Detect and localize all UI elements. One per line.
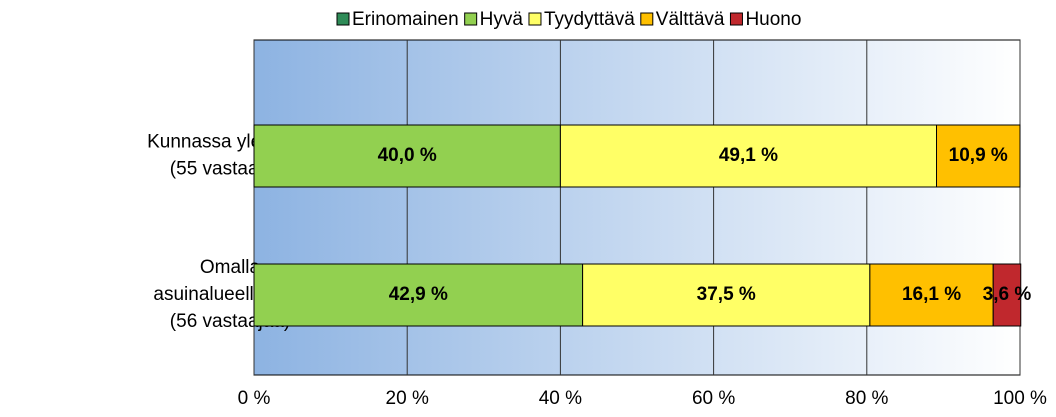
- x-tick-label: 100 %: [993, 388, 1047, 409]
- value-label: 16,1 %: [902, 284, 961, 305]
- x-tick-label: 80 %: [845, 388, 888, 409]
- value-label: 37,5 %: [697, 284, 756, 305]
- value-label: 42,9 %: [389, 284, 448, 305]
- bar-segment: [936, 124, 1021, 188]
- x-tick-label: 40 %: [539, 388, 582, 409]
- legend-label: Tyydyttävä: [544, 9, 635, 30]
- value-label: 40,0 %: [378, 145, 437, 166]
- legend-swatch: [336, 12, 350, 26]
- label-line: Omalla: [200, 257, 261, 278]
- x-tick-label: 60 %: [692, 388, 735, 409]
- bar-segment: [869, 263, 994, 327]
- value-label: 10,9 %: [949, 145, 1008, 166]
- bar-segment: [992, 263, 1022, 327]
- bar-segment: [582, 263, 871, 327]
- legend-swatch: [729, 12, 743, 26]
- value-label: 49,1 %: [719, 145, 778, 166]
- legend-swatch: [464, 12, 478, 26]
- legend-label: Huono: [745, 9, 801, 30]
- bar-segment: [253, 263, 584, 327]
- legend-label: Erinomainen: [352, 9, 459, 30]
- bar-segment: [253, 124, 561, 188]
- legend-swatch: [640, 12, 654, 26]
- legend-label: Välttävä: [656, 9, 725, 30]
- bar-segment: [559, 124, 938, 188]
- x-tick-label: 0 %: [238, 388, 271, 409]
- legend-label: Hyvä: [480, 9, 524, 30]
- x-tick-label: 20 %: [386, 388, 429, 409]
- value-label: 3,6 %: [983, 284, 1032, 305]
- legend-swatch: [528, 12, 542, 26]
